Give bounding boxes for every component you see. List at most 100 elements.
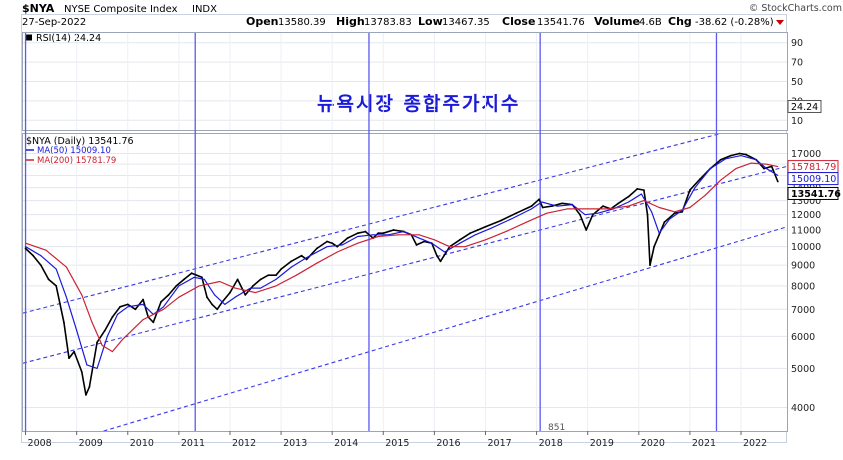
x-tick-label: 2015 [385,438,409,449]
ma200-point [546,212,548,214]
ma50-point [490,227,492,229]
header-open-value: 13580.39 [278,17,326,28]
rsi-legend-swatch [26,34,32,41]
price-point [183,278,185,281]
ma200-point [735,168,737,170]
price-point [55,284,58,287]
ma200-point [142,319,144,321]
price-point [190,272,193,275]
price-tick-label: 8000 [791,281,815,292]
price-tick-label: 6000 [791,332,815,343]
header-close-label: Close [502,15,535,28]
ma50-point [117,313,119,315]
rsi-label: RSI(14) 24.24 [36,33,101,44]
price-point [382,232,385,235]
ma200-point [178,296,180,298]
price-label: $NYA (Daily) 13541.76 [26,136,134,147]
price-point [300,254,303,257]
price-point [200,276,203,279]
price-point [84,393,87,396]
price-point [80,371,83,373]
price-point [259,278,262,281]
price-point [111,316,114,318]
price-point [252,284,254,287]
price-point [211,303,213,306]
price-panel-frame [22,133,788,432]
ma50-point [418,237,420,239]
ma200-line [25,162,778,353]
price-point [459,238,461,241]
ma50-point [628,201,630,203]
ma200-point [219,281,221,283]
ma50-point [474,234,476,236]
ma50-point [178,285,180,287]
ma50-point [193,276,195,278]
ma50-point [224,303,226,305]
ma50-point [306,257,308,259]
ma50-value-tag-label: 15009.10 [791,174,836,185]
price-panel: $NYA (Daily) 13541.76 MA(50) 15009.10 MA… [22,33,841,433]
price-point [62,321,65,324]
x-tick-label: 2014 [334,438,358,449]
price-tick-label: 4000 [791,403,815,414]
price-point [267,274,270,277]
header-date: 27-Sep-2022 [22,17,86,28]
price-point [439,260,442,263]
price-point [244,293,247,296]
price-tick-label: 17000 [791,149,821,160]
low-annotation: 851 [548,423,565,433]
price-point [515,212,518,215]
price-point [699,178,702,180]
price-point [142,298,144,301]
ma50-point [403,231,405,233]
price-point [636,187,639,190]
ma50-point [777,174,779,176]
price-point [290,260,293,263]
ma200-point [720,179,722,181]
ma50-point [65,296,67,298]
ma50-point [740,155,742,157]
ma50-point [96,367,98,369]
ma200-point [91,321,93,323]
ma50-point [106,335,108,337]
rsi-legend: RSI(14) 24.24 [26,33,101,44]
price-point [585,229,588,231]
price-point [236,278,239,281]
x-tick-label: 2018 [539,438,563,449]
ma50-point [142,303,144,305]
ma50-point [444,251,446,253]
x-tick-label: 2010 [130,438,154,449]
x-tick-label: 2008 [28,438,52,449]
ma200-point [336,251,338,253]
ma200-point [449,246,451,248]
price-point [326,240,328,243]
ma50-point [290,266,292,268]
rsi-tick-label: 10 [791,116,803,127]
price-point [175,284,178,287]
last-price-value-tag-label: 13541.76 [791,189,841,200]
x-tick-label: 2022 [743,438,767,449]
header-low-value: 13467.35 [442,17,490,28]
price-point [579,213,581,216]
ma50-point [234,296,236,298]
x-tick-label: 2011 [181,438,205,449]
price-point [167,293,170,296]
ma50-point [203,278,205,280]
price-point [646,213,649,216]
x-tick-label: 2016 [436,438,460,449]
price-tick-label: 10000 [791,242,821,253]
x-axis: 2008 2009 2010 2011 2012 2013 2014 2015 2016 2017… [25,431,767,449]
trend-channel-line [23,165,787,364]
ma50-point [372,234,374,236]
ma200-point [689,207,691,209]
price-point [134,308,137,311]
price-tick-label: 7000 [791,305,815,316]
price-point [653,245,656,248]
rsi-tick-label: 70 [791,58,803,69]
rsi-tick-label: 90 [791,38,803,49]
x-tick-label: 2017 [487,438,511,449]
price-point [88,385,91,388]
price-point [561,202,564,205]
price-point [484,225,487,228]
x-tick-label: 2021 [692,438,716,449]
